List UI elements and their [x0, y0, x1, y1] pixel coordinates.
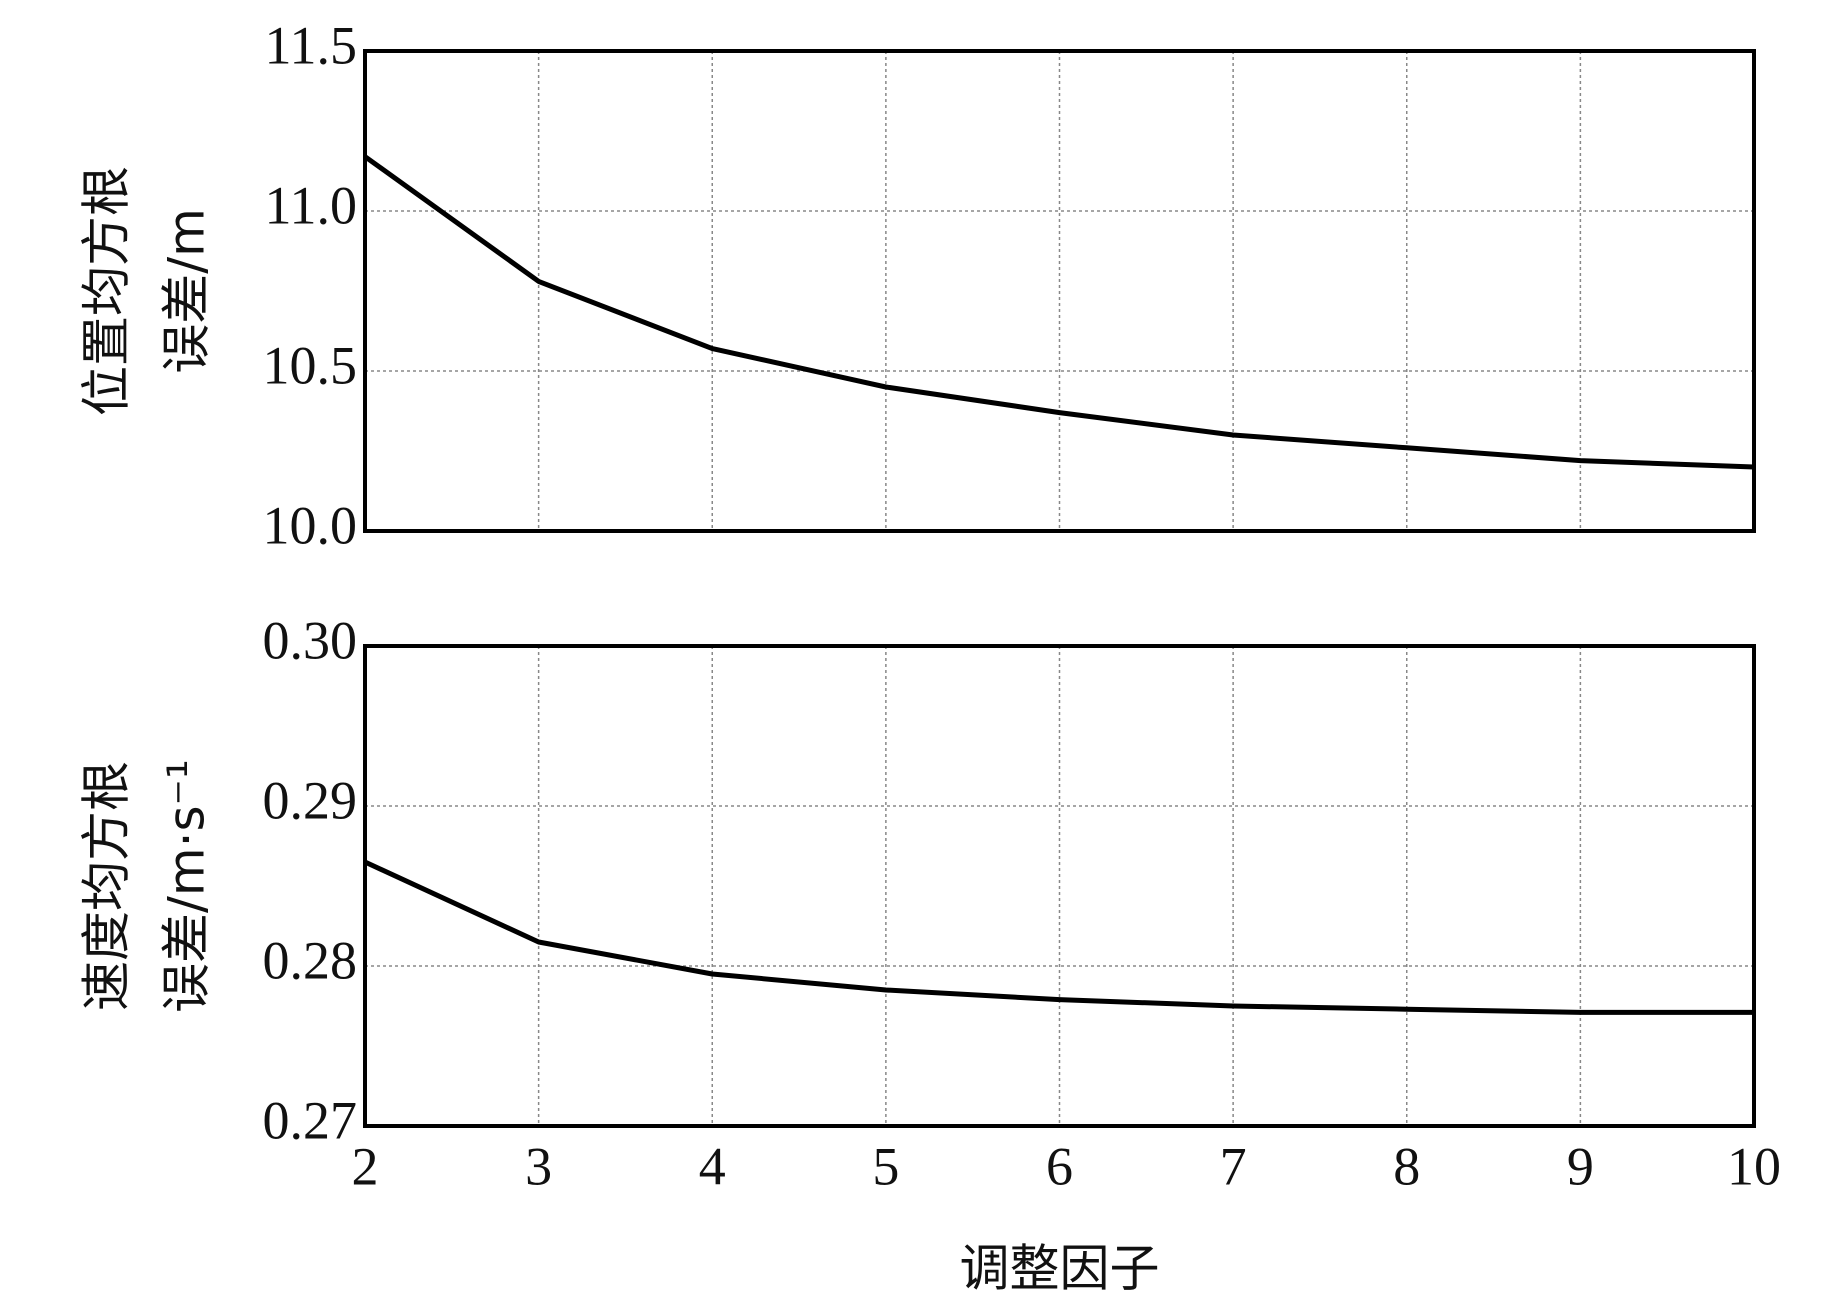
y-tick-label: 0.30 — [263, 610, 358, 670]
x-tick-label: 5 — [872, 1136, 899, 1196]
x-axis-label: 调整因子 — [960, 1240, 1160, 1298]
x-tick-label: 7 — [1220, 1136, 1247, 1196]
plot-frame — [363, 644, 1756, 1128]
x-tick-label: 4 — [699, 1136, 726, 1196]
y-tick-label: 0.29 — [263, 770, 358, 830]
plot-frame — [363, 49, 1756, 533]
y-axis-label: 速度均方根 — [78, 761, 136, 1011]
y-tick-label: 11.5 — [265, 15, 358, 75]
y-tick-label: 0.27 — [263, 1090, 358, 1150]
y-axis-label: 误差/m — [158, 208, 216, 374]
x-tick-label: 6 — [1046, 1136, 1073, 1196]
x-tick-label: 8 — [1393, 1136, 1420, 1196]
line-series — [363, 859, 1754, 1015]
y-tick-label: 11.0 — [265, 175, 358, 235]
y-axis-label: 误差/m·s⁻¹ — [158, 759, 216, 1013]
line-series — [363, 154, 1755, 470]
x-tick-label: 9 — [1567, 1136, 1594, 1196]
x-tick-label: 3 — [525, 1136, 552, 1196]
y-tick-label: 10.0 — [263, 495, 358, 555]
x-tick-label: 2 — [352, 1136, 379, 1196]
y-axis-label: 位置均方根 — [78, 166, 136, 416]
y-tick-label: 10.5 — [263, 335, 358, 395]
x-tick-label: 10 — [1727, 1136, 1781, 1196]
y-tick-label: 0.28 — [263, 930, 358, 990]
